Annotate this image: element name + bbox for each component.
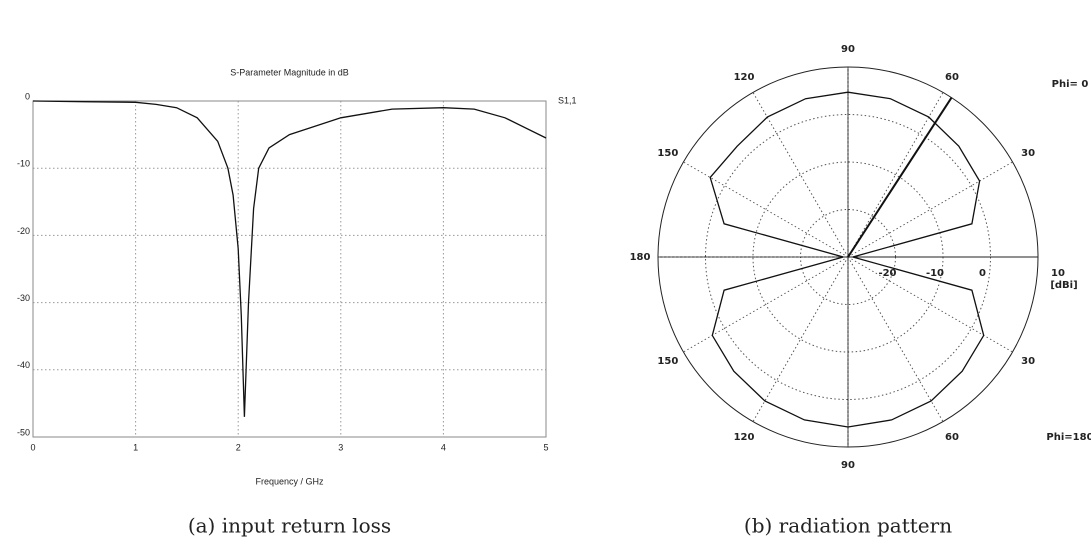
angle-tick-label: 120 [734, 72, 755, 83]
y-tick-label: -40 [17, 360, 30, 370]
angle-tick-label: 180 [630, 252, 651, 263]
angle-tick-label: 90 [841, 460, 855, 471]
angle-tick-label: 90 [841, 44, 855, 55]
series-label: Phi=180 [1046, 432, 1091, 443]
y-tick-label: -50 [17, 427, 30, 437]
r-tick-label: -20 [878, 268, 896, 279]
main-lobe-line [847, 97, 953, 258]
y-tick-label: 0 [25, 91, 30, 101]
angle-tick-label: 120 [734, 432, 755, 443]
legend-label: S1,1 [558, 95, 577, 105]
spoke [683, 161, 849, 258]
x-tick-label: 5 [543, 442, 548, 452]
x-tick-label: 3 [338, 442, 343, 452]
x-tick-label: 1 [133, 442, 138, 452]
x-tick-label: 2 [236, 442, 241, 452]
angle-tick-label: 150 [657, 356, 678, 367]
caption: (a) input return loss [188, 514, 391, 538]
angle-tick-label: 60 [945, 432, 959, 443]
angle-tick-label: 150 [657, 148, 678, 159]
plot-frame [32, 100, 547, 438]
r-axis-label: [dBi] [1050, 280, 1077, 291]
y-tick-label: -10 [17, 159, 30, 169]
y-tick-label: -20 [17, 226, 30, 236]
angle-tick-label: 30 [1021, 148, 1035, 159]
pattern-line [711, 256, 985, 428]
pattern-line [709, 91, 981, 258]
r-tick-label: 10 [1051, 268, 1065, 279]
x-tick-label: 4 [441, 442, 446, 452]
spoke [752, 256, 849, 422]
r-tick-label: 0 [979, 268, 986, 279]
r-tick-label: -10 [926, 268, 944, 279]
y-tick-label: -30 [17, 293, 30, 303]
angle-tick-label: 60 [945, 72, 959, 83]
data-line [32, 100, 547, 417]
spoke [847, 161, 1013, 258]
spoke [847, 256, 944, 422]
caption: (b) radiation pattern [744, 514, 952, 538]
series-label: Phi= 0 [1052, 79, 1089, 90]
chart-title: S-Parameter Magnitude in dB [230, 67, 349, 77]
x-tick-label: 0 [30, 442, 35, 452]
angle-tick-label: 30 [1021, 356, 1035, 367]
x-axis-label: Frequency / GHz [255, 476, 324, 486]
